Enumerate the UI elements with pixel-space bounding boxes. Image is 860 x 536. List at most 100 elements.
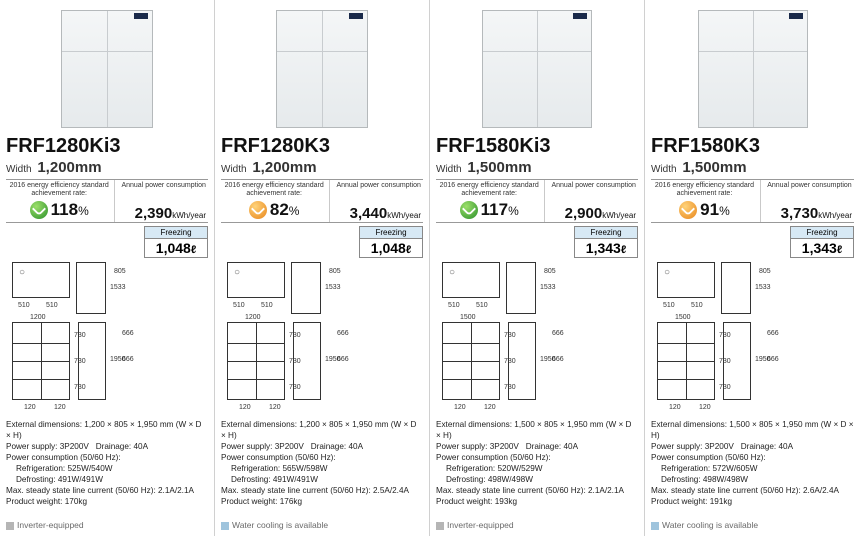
width-value: 1,200mm (37, 159, 101, 176)
top-view (227, 262, 285, 298)
dim-510a: 510 (18, 302, 30, 309)
spec-refrig: Refrigeration: 565W/598W (221, 463, 423, 474)
freezing-value: 1,343ℓ (791, 239, 853, 257)
dim-730a: 730 (74, 332, 86, 339)
dim-730c: 730 (74, 384, 86, 391)
width-row: Width 1,500mm (436, 159, 638, 176)
feature-tag: Inverter-equipped (436, 520, 514, 530)
efficiency-band: 2016 energy efficiency standard achievem… (651, 179, 854, 223)
spec-refrig: Refrigeration: 520W/529W (436, 463, 638, 474)
dim-666b: 666 (337, 356, 349, 363)
front-view (442, 322, 500, 400)
freezing-head: Freezing (145, 227, 207, 239)
feature-tag: Water cooling is available (651, 520, 758, 530)
dim-510b: 510 (691, 302, 703, 309)
dim-666a: 666 (767, 330, 779, 337)
efficiency-value: 118% (51, 200, 89, 220)
spec-pcons-head: Power consumption (50/60 Hz): (6, 452, 208, 463)
product-photo (436, 4, 638, 134)
freezing-row: Freezing 1,343ℓ (436, 226, 638, 258)
product-photo (6, 4, 208, 134)
spec-pcons-head: Power consumption (50/60 Hz): (221, 452, 423, 463)
efficiency-icon (30, 201, 48, 219)
efficiency-icon (249, 201, 267, 219)
tag-square-icon (221, 522, 229, 530)
front-width-label: 1200 (30, 314, 46, 321)
dim-120b: 120 (484, 404, 496, 411)
efficiency-label: 2016 energy efficiency standard achievem… (6, 182, 112, 197)
efficiency-label: 2016 energy efficiency standard achievem… (651, 182, 758, 197)
dimension-diagrams: 1500 805 510 510 1533 1950 666 666 730 7… (651, 260, 854, 415)
spec-defrost: Defrosting: 498W/498W (651, 474, 854, 485)
model-number: FRF1580K3 (651, 136, 854, 157)
dimension-diagrams: 1200 805 510 510 1533 1950 666 666 730 7… (6, 260, 208, 415)
dim-120b: 120 (699, 404, 711, 411)
model-number: FRF1580Ki3 (436, 136, 638, 157)
product-photo (221, 4, 423, 134)
freezing-capacity-box: Freezing 1,048ℓ (359, 226, 423, 258)
freezing-row: Freezing 1,048ℓ (6, 226, 208, 258)
spec-ext-dim: External dimensions: 1,200 × 805 × 1,950… (221, 419, 423, 441)
width-row: Width 1,200mm (6, 159, 208, 176)
efficiency-band: 2016 energy efficiency standard achievem… (221, 179, 423, 223)
dim-510b: 510 (261, 302, 273, 309)
brand-badge (789, 13, 803, 19)
freezing-capacity-box: Freezing 1,048ℓ (144, 226, 208, 258)
efficiency-label: 2016 energy efficiency standard achievem… (436, 182, 542, 197)
dim-510b: 510 (46, 302, 58, 309)
dim-120a: 120 (669, 404, 681, 411)
product-card: FRF1280Ki3 Width 1,200mm 2016 energy eff… (0, 0, 215, 536)
spec-current: Max. steady state line current (50/60 Hz… (436, 485, 638, 496)
dim-510b: 510 (476, 302, 488, 309)
freezing-value: 1,048ℓ (145, 239, 207, 257)
freezing-value: 1,343ℓ (575, 239, 637, 257)
dim-730a: 730 (719, 332, 731, 339)
top-view (442, 262, 500, 298)
dim-805: 805 (544, 268, 556, 275)
fridge-illustration (482, 10, 592, 128)
side-view-top (291, 262, 321, 314)
annual-label: Annual power consumption (119, 182, 208, 190)
tag-text: Inverter-equipped (17, 520, 84, 530)
dim-666b: 666 (122, 356, 134, 363)
brand-badge (573, 13, 587, 19)
width-label: Width (436, 164, 462, 175)
width-label: Width (6, 164, 32, 175)
brand-badge (134, 13, 148, 19)
dim-730b: 730 (719, 358, 731, 365)
efficiency-icon (679, 201, 697, 219)
front-view (657, 322, 715, 400)
dim-805: 805 (759, 268, 771, 275)
spec-ext-dim: External dimensions: 1,500 × 805 × 1,950… (651, 419, 854, 441)
product-grid: FRF1280Ki3 Width 1,200mm 2016 energy eff… (0, 0, 860, 536)
spec-list: External dimensions: 1,200 × 805 × 1,950… (6, 419, 208, 508)
dim-805: 805 (329, 268, 341, 275)
model-number: FRF1280K3 (221, 136, 423, 157)
side-view-top (76, 262, 106, 314)
freezing-row: Freezing 1,343ℓ (651, 226, 854, 258)
annual-label: Annual power consumption (765, 182, 854, 190)
width-row: Width 1,500mm (651, 159, 854, 176)
dim-120b: 120 (269, 404, 281, 411)
freezing-row: Freezing 1,048ℓ (221, 226, 423, 258)
product-card: FRF1580K3 Width 1,500mm 2016 energy effi… (645, 0, 860, 536)
freezing-head: Freezing (360, 227, 422, 239)
dim-805: 805 (114, 268, 126, 275)
freezing-value: 1,048ℓ (360, 239, 422, 257)
brand-badge (349, 13, 363, 19)
annual-value: 3,440kWh/year (334, 205, 423, 222)
tag-square-icon (6, 522, 14, 530)
dim-510a: 510 (448, 302, 460, 309)
dim-730b: 730 (74, 358, 86, 365)
front-view (227, 322, 285, 400)
dim-120a: 120 (239, 404, 251, 411)
width-value: 1,500mm (467, 159, 531, 176)
fridge-illustration (276, 10, 368, 128)
spec-refrig: Refrigeration: 572W/605W (651, 463, 854, 474)
efficiency-icon (460, 201, 478, 219)
annual-value: 2,900kWh/year (549, 205, 638, 222)
width-row: Width 1,200mm (221, 159, 423, 176)
efficiency-label: 2016 energy efficiency standard achievem… (221, 182, 327, 197)
front-width-label: 1200 (245, 314, 261, 321)
spec-power-supply: Power supply: 3P200V Drainage: 40A (221, 441, 423, 452)
